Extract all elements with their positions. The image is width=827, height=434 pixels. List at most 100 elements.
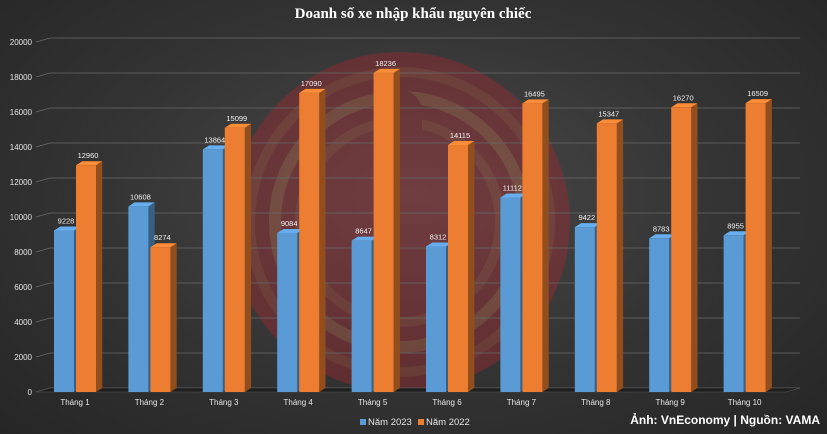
y-tick-label: 6000 [14,283,32,292]
y-tick-label: 18000 [10,73,33,82]
bar-2022 [76,161,103,392]
y-tick-label: 20000 [10,38,33,47]
bars [54,68,772,393]
bar-top [277,229,304,234]
bar-side [468,140,475,392]
bar-top [224,123,252,128]
bar-side [616,119,624,393]
bar-side [170,243,177,392]
gridline [35,177,800,183]
y-tick-label: 8000 [14,248,32,257]
bar-top [596,119,624,124]
gridline [35,107,800,113]
gridline [35,282,800,288]
gridline [35,352,800,358]
bar-2022 [299,88,326,393]
x-tick-label: Tháng 5 [358,398,388,407]
data-label: 14115 [450,131,470,140]
bar-side [244,123,252,392]
bar-front [351,240,372,392]
x-tick-label: Tháng 6 [432,398,462,407]
bar-top [426,242,453,247]
bar-front [150,247,171,392]
legend-entry: Năm 2023 [368,417,412,428]
bar-front [54,230,74,392]
gridline [35,247,800,253]
legend-swatch [360,419,366,425]
x-tick-label: Tháng 8 [581,398,611,407]
x-tick-label: Tháng 3 [209,398,239,407]
bar-2022 [373,68,400,393]
x-tick-label: Tháng 9 [656,398,686,407]
bar-2022 [150,243,177,392]
y-tick-label: 4000 [14,318,32,327]
bar-front [448,144,468,392]
bar-2022 [224,123,252,392]
gridline [35,142,800,148]
bar-2022 [671,103,698,393]
bar-front [500,197,521,392]
bar-top [723,231,750,236]
x-tick-label: Tháng 7 [507,398,537,407]
bar-top [299,88,326,93]
bar-side [96,161,103,392]
bar-2022 [596,119,624,393]
data-label: 16495 [524,89,545,98]
data-label: 8312 [430,233,447,242]
data-label: 15099 [226,114,247,123]
data-label: 11112 [503,184,522,193]
x-tick-label: Tháng 2 [135,398,165,407]
chart-title: Doanh số xe nhập khẩu nguyên chiếc [295,6,532,22]
y-tick-label: 0 [28,388,33,397]
gridline [35,37,800,43]
y-tick-label: 10000 [10,213,33,222]
data-label: 17090 [301,79,322,88]
data-label: 16509 [747,89,768,98]
y-axis: 0 2000 4000 6000 8000 10000 12000 14000 16000 180… [10,38,33,397]
data-label: 9084 [281,219,298,228]
y-tick-label: 2000 [14,353,32,362]
bar-front [574,227,595,392]
data-labels: 9228 12960 10608 8274 13864 15099 9084 17090 864… [58,59,768,242]
bar-top [150,243,177,248]
x-tick-label: Tháng 4 [284,398,314,407]
x-axis: Tháng 1 Tháng 2 Tháng 3 Tháng 4 Tháng 5 Tháng… [60,398,762,407]
bar-front [649,238,670,392]
data-label: 12960 [78,151,99,160]
bar-top [671,103,698,108]
data-label: 16270 [673,93,694,102]
gridline [35,317,800,323]
x-tick-label: Tháng 1 [60,398,90,407]
bar-front [202,149,223,392]
bar-side [319,88,326,393]
bar-front [373,72,394,393]
data-label: 9422 [578,213,595,222]
bar-top [128,202,155,207]
bar-top [202,145,230,150]
source-credit: Ảnh: VnEconomy | Nguồn: VAMA [630,412,820,427]
bar-side [691,103,698,393]
data-label: 8647 [355,227,372,236]
data-label: 8955 [727,221,744,230]
bar-front [671,107,692,393]
bar-2022 [448,140,475,392]
data-label: 13864 [204,135,225,144]
gridline [35,72,800,78]
bar-top [351,236,378,241]
legend: Năm 2023 Năm 2022 [360,417,470,428]
legend-entry: Năm 2022 [426,417,470,428]
gridline [35,212,800,218]
bar-front [277,233,298,392]
bar-top [373,68,400,73]
bar-top [745,99,772,104]
bar-side [542,99,549,393]
bar-front [596,123,617,393]
bar-top [54,226,81,231]
gridlines [35,37,800,393]
bar-front [224,127,245,392]
bar-top [500,193,527,198]
bar-front [128,206,149,392]
bar-top [522,99,549,104]
legend-swatch [418,419,424,425]
